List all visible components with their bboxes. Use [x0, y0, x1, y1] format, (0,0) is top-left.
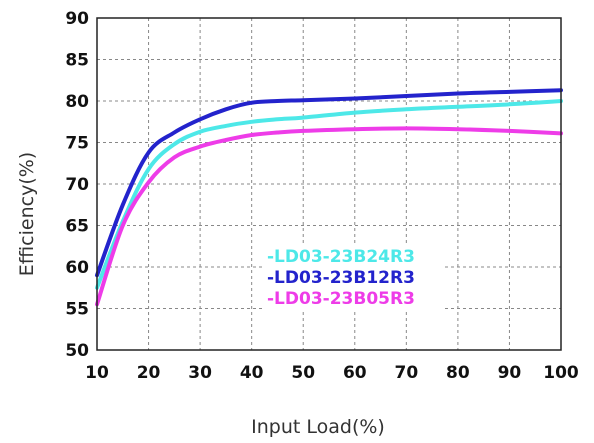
legend-entry: -LD03-23B05R3	[267, 289, 415, 309]
series-line-ld03-23b24r3	[95, 99, 563, 290]
x-tick-label: 50	[291, 363, 315, 383]
y-tick-label: 85	[65, 51, 89, 71]
legend-entry: -LD03-23B12R3	[267, 268, 415, 288]
series-line-ld03-23b05r3	[95, 126, 563, 307]
legend: -LD03-23B24R3-LD03-23B12R3-LD03-23B05R3	[262, 246, 444, 310]
x-tick-label: 90	[498, 363, 522, 383]
y-axis-title: Efficiency(%)	[16, 152, 38, 276]
y-tick-label: 65	[65, 217, 89, 237]
series-line-ld03-23b12r3	[95, 88, 563, 278]
x-tick-label: 100	[543, 363, 579, 383]
x-tick-label: 80	[446, 363, 470, 383]
x-tick-label: 40	[240, 363, 264, 383]
y-tick-label: 60	[65, 258, 89, 278]
legend-entry: -LD03-23B24R3	[267, 247, 415, 267]
y-tick-label: 90	[65, 9, 89, 29]
y-tick-label: 80	[65, 92, 89, 112]
y-tick-label: 50	[65, 341, 89, 361]
data-series	[95, 88, 563, 307]
y-tick-label: 55	[65, 300, 89, 320]
x-tick-label: 70	[394, 363, 418, 383]
y-tick-label: 75	[65, 134, 89, 154]
x-tick-label: 10	[85, 363, 109, 383]
x-tick-label: 30	[188, 363, 212, 383]
y-tick-label: 70	[65, 175, 89, 195]
tick-labels: 10 20 30 40 50 60 70 80 90 100 50 55 60 65 70 75 80 85 90	[65, 9, 579, 383]
legend-background	[262, 246, 444, 310]
plot-border	[96, 17, 562, 351]
x-tick-label: 20	[137, 363, 161, 383]
x-axis-title: Input Load(%)	[251, 416, 385, 438]
x-tick-label: 60	[343, 363, 367, 383]
